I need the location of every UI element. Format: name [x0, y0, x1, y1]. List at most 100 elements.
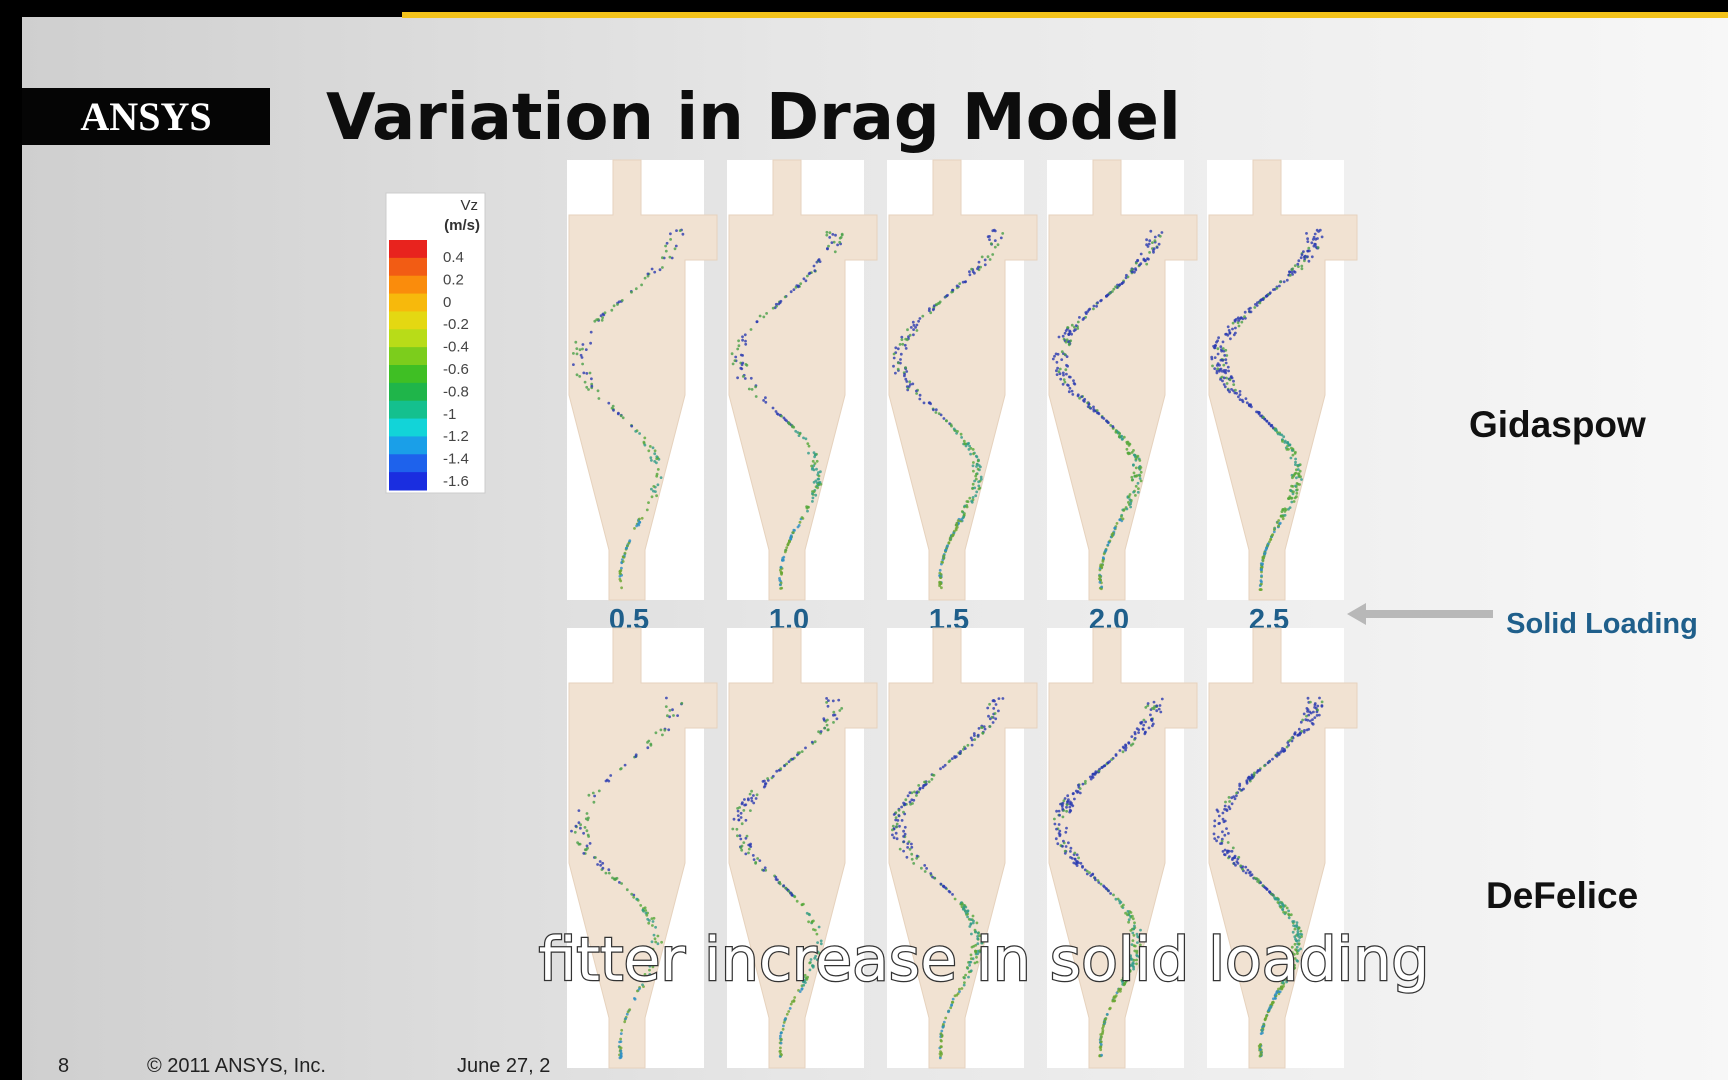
particle — [933, 876, 937, 880]
particle — [779, 587, 782, 590]
particle — [802, 980, 805, 984]
particle — [812, 480, 816, 484]
particle — [1136, 490, 1140, 494]
particle — [744, 836, 748, 840]
particle — [892, 364, 895, 368]
particle — [735, 827, 739, 831]
particle — [972, 452, 975, 456]
particle — [900, 335, 904, 339]
particle — [1260, 574, 1263, 578]
particle — [1229, 337, 1232, 341]
particle — [635, 897, 639, 901]
particle — [1287, 970, 1290, 973]
particle — [764, 396, 767, 400]
particle — [1277, 524, 1280, 528]
particle — [1099, 1048, 1103, 1052]
particle — [1296, 952, 1299, 955]
legend-swatch — [389, 311, 427, 330]
particle — [1300, 264, 1304, 268]
particle — [1271, 426, 1275, 430]
particle — [1121, 517, 1125, 521]
particle — [656, 468, 660, 471]
particle — [950, 534, 954, 538]
particle — [744, 363, 748, 366]
particle — [750, 789, 753, 793]
particle — [1222, 820, 1226, 824]
particle — [1294, 471, 1298, 475]
particle — [1277, 987, 1280, 991]
particle — [643, 973, 647, 976]
particle — [1255, 771, 1259, 774]
particle — [1280, 433, 1284, 437]
particle — [1294, 948, 1297, 951]
particle — [653, 937, 657, 941]
particle — [975, 960, 979, 964]
particle — [1302, 250, 1305, 254]
particle — [1114, 897, 1118, 901]
particle — [1226, 849, 1229, 853]
particle — [1244, 397, 1248, 400]
particle — [810, 464, 813, 468]
particle — [575, 373, 579, 377]
particle — [758, 314, 762, 318]
particle — [592, 800, 596, 804]
particle — [1306, 255, 1309, 259]
particle — [810, 467, 814, 471]
particle — [1313, 706, 1316, 709]
particle — [1257, 1044, 1261, 1048]
particle — [665, 696, 668, 700]
particle — [1215, 371, 1219, 375]
particle — [1132, 927, 1136, 931]
particle — [1263, 1017, 1267, 1021]
particle — [806, 442, 810, 445]
particle — [1134, 457, 1138, 461]
particle — [1299, 947, 1302, 951]
legend-swatch — [389, 382, 427, 402]
particle — [655, 455, 659, 458]
particle — [789, 290, 793, 294]
particle — [1055, 809, 1058, 813]
particle — [1132, 463, 1135, 467]
particle — [589, 341, 592, 345]
particle — [902, 835, 905, 838]
particle — [906, 328, 909, 332]
particle — [1066, 383, 1069, 387]
particle — [653, 449, 657, 453]
particle — [932, 773, 936, 777]
particle — [780, 1031, 783, 1034]
particle — [1070, 389, 1074, 393]
particle — [903, 832, 907, 836]
particle — [1138, 459, 1142, 462]
particle — [974, 930, 977, 934]
particle — [1108, 291, 1112, 295]
particle — [581, 343, 585, 346]
particle — [638, 987, 641, 990]
particle — [1073, 857, 1077, 861]
legend-swatch — [389, 347, 427, 366]
particle — [1226, 388, 1230, 392]
particle — [975, 465, 978, 468]
legend-swatch — [389, 418, 427, 437]
particle — [1261, 1031, 1264, 1035]
particle — [754, 861, 757, 865]
particle — [638, 520, 642, 524]
particle — [780, 572, 783, 576]
particle — [740, 848, 744, 852]
particle — [1135, 953, 1139, 957]
particle — [1293, 732, 1297, 736]
particle — [1213, 367, 1217, 370]
particle — [891, 824, 895, 828]
particle — [962, 983, 966, 987]
particle — [783, 295, 787, 299]
particle — [1313, 702, 1317, 705]
particle — [1144, 706, 1148, 709]
particle — [1122, 435, 1126, 439]
particle — [960, 518, 963, 521]
particle — [997, 697, 1001, 700]
particle — [1132, 471, 1136, 475]
particle — [1131, 961, 1135, 965]
particle — [1320, 235, 1324, 239]
particle — [619, 1032, 623, 1035]
particle — [649, 456, 653, 460]
particle — [1065, 372, 1068, 376]
